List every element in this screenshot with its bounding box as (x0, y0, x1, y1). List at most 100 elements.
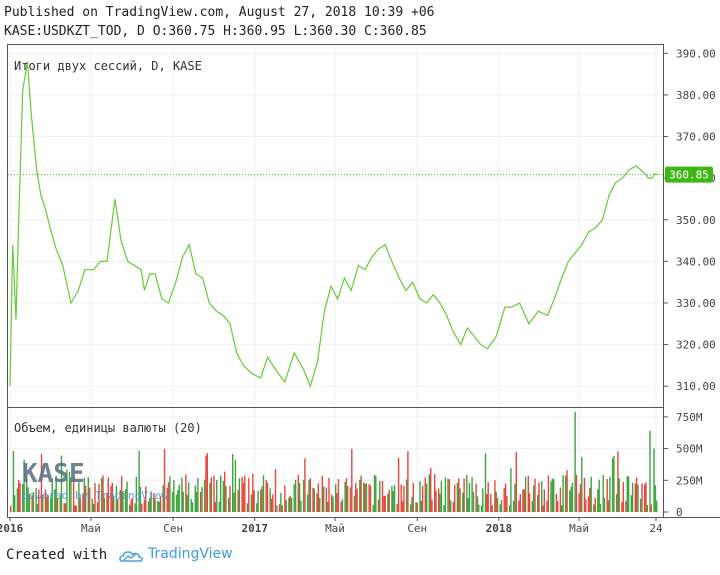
volume-bar (238, 478, 241, 512)
volume-bar (615, 494, 618, 512)
volume-bar (139, 486, 142, 512)
volume-bar (635, 477, 638, 512)
volume-bar (602, 474, 604, 512)
volume-bar (387, 493, 389, 512)
volume-bar (518, 500, 520, 512)
time-axis[interactable]: 2016 Май Сен 2017 Май Сен 2018 Май 24 (0, 517, 663, 535)
volume-bar (40, 453, 43, 512)
time-tick-label: Сен (407, 522, 427, 535)
volume-bar (225, 486, 227, 512)
volume-bar (74, 505, 76, 512)
volume-bar (579, 484, 582, 512)
volume-bar (373, 474, 376, 512)
volume-bar (31, 495, 33, 512)
volume-bar (369, 485, 372, 512)
volume-bar (162, 485, 164, 512)
volume-bar (434, 474, 436, 512)
volume-bar (397, 457, 400, 512)
volume-bar (92, 504, 95, 512)
volume-bar (237, 489, 239, 512)
volume-bar (504, 483, 507, 512)
volume-bar (280, 492, 282, 512)
volume-bar (206, 453, 208, 512)
volume-bar (293, 484, 295, 512)
volume-axis[interactable]: 750M 500M 250M 0 (664, 411, 703, 519)
volume-bar (527, 475, 529, 512)
volume-bar (337, 479, 340, 512)
volume-bar (611, 458, 614, 512)
volume-tick-label: 500M (676, 443, 703, 456)
volume-bar (372, 504, 374, 512)
volume-bar (613, 455, 615, 512)
kase-logo: KASE (22, 459, 85, 489)
volume-bar (250, 494, 253, 512)
volume-bar (593, 504, 595, 512)
time-tick-label: 24 (649, 522, 663, 535)
volume-bar (257, 490, 259, 512)
volume-bar (607, 500, 610, 512)
volume-bar (508, 505, 511, 512)
volume-bar (585, 499, 587, 512)
volume-bar (351, 448, 353, 512)
volume-bar (289, 495, 291, 512)
volume-bar (543, 489, 545, 512)
volume-bar (18, 479, 20, 512)
volume-bar (241, 476, 243, 512)
volume-bar (650, 504, 652, 512)
volume-bar (458, 478, 460, 512)
volume-bar (79, 498, 81, 512)
volume-bar (419, 481, 421, 512)
volume-bar (340, 501, 342, 512)
volume-bar (581, 457, 583, 512)
volume-bar (150, 492, 152, 512)
volume-bar (224, 471, 226, 512)
volume-bar (194, 485, 196, 512)
volume-bar (344, 481, 346, 512)
volume-bar (138, 450, 140, 512)
volume-bar (16, 488, 19, 512)
volume-bar (637, 484, 639, 512)
volume-bar (147, 501, 150, 512)
volume-bar (411, 496, 413, 512)
volume-bar (551, 478, 554, 512)
volume-bar (401, 501, 404, 512)
volume-bar (171, 491, 174, 512)
volume-bar (304, 458, 306, 512)
volume-bar (645, 482, 647, 512)
volume-bar (522, 489, 524, 512)
volume-bar (452, 501, 455, 512)
volume-tick-label: 750M (676, 411, 703, 424)
volume-bar (113, 495, 115, 512)
volume-bar (431, 499, 433, 512)
volume-pane-title: Объем, единицы валюты (20) (14, 421, 202, 435)
volume-bar (205, 455, 207, 512)
volume-bar (182, 491, 184, 512)
volume-bar (565, 475, 567, 512)
volume-bar (476, 496, 479, 512)
volume-bar (70, 477, 72, 512)
volume-bar (55, 475, 57, 512)
volume-bar (220, 475, 222, 512)
volume-bar (444, 477, 447, 512)
tradingview-brand-link[interactable]: TradingView (148, 546, 233, 562)
chart-canvas[interactable]: 390.00380.00370.00360.00350.00340.00330.… (0, 0, 720, 545)
volume-bar (634, 483, 636, 512)
price-tick-label: 370.00 (676, 131, 716, 144)
volume-bar (125, 489, 127, 512)
volume-bar (531, 500, 533, 512)
volume-bar (396, 504, 398, 512)
price-axis[interactable]: 390.00380.00370.00360.00350.00340.00330.… (664, 47, 716, 393)
volume-bar (253, 490, 255, 512)
volume-bar (117, 499, 119, 512)
price-tick-label: 340.00 (676, 255, 716, 268)
volume-bar (515, 452, 517, 512)
volume-bar (439, 493, 441, 512)
volume-bar (210, 477, 212, 512)
volume-bar (246, 503, 249, 512)
volume-bar (597, 489, 599, 512)
volume-bar (44, 489, 47, 512)
volume-bar (512, 500, 515, 512)
volume-bar (618, 478, 620, 512)
volume-bar (199, 491, 202, 512)
volume-bar (649, 430, 651, 512)
